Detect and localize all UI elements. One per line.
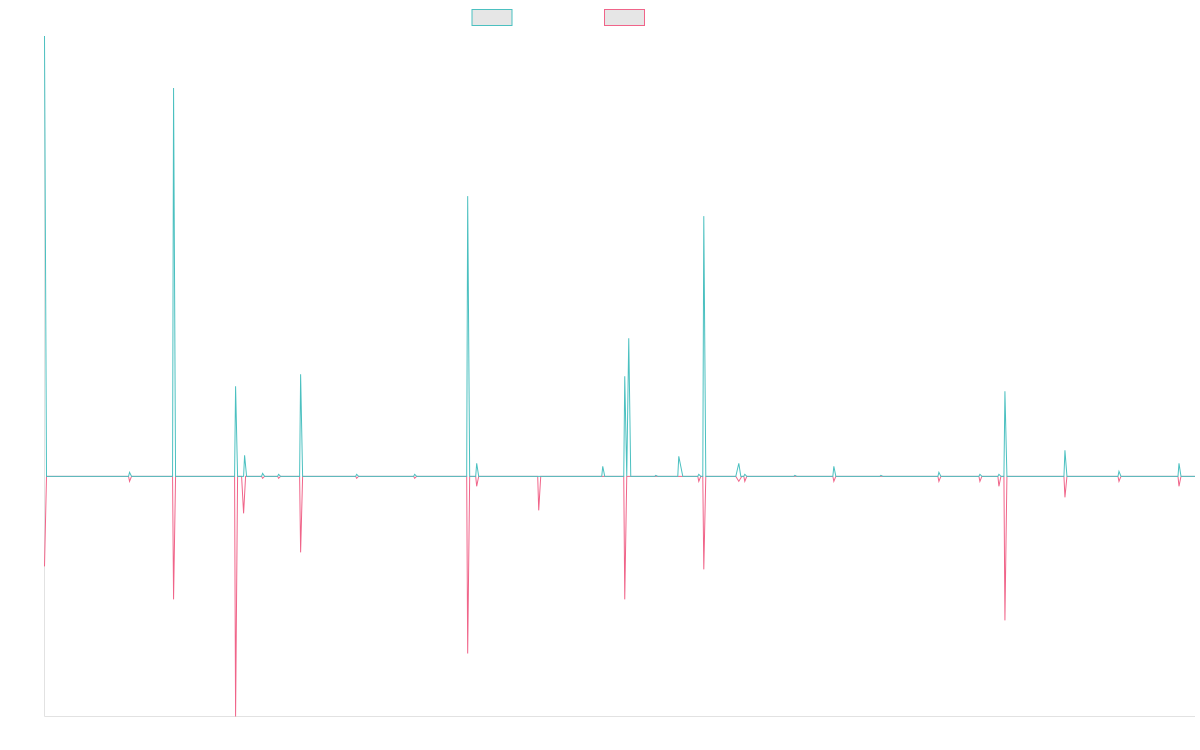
legend-swatch-series-2[interactable] [604,9,645,26]
series-layer [44,35,1195,717]
axes [44,36,1195,717]
series-line-1 [44,35,1195,477]
legend-swatch-series-1[interactable] [471,9,513,26]
legend [471,9,645,26]
series-line-2 [44,475,1195,717]
